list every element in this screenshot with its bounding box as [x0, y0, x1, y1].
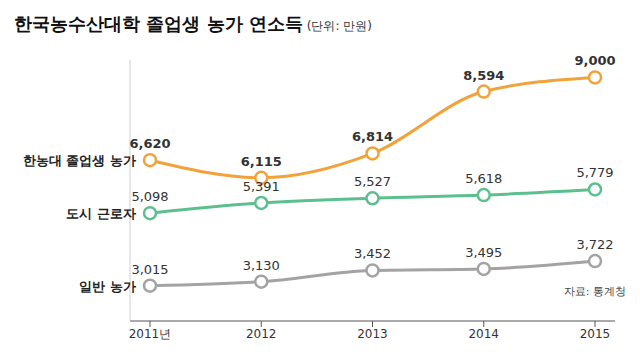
svg-text:6,115: 6,115 — [241, 154, 282, 169]
svg-text:2011년: 2011년 — [129, 327, 172, 341]
svg-text:6,814: 6,814 — [352, 129, 393, 144]
svg-text:5,391: 5,391 — [243, 179, 280, 194]
svg-text:5,527: 5,527 — [354, 174, 391, 189]
html-text:자료: 통계청: 자료: 통계청 — [563, 285, 626, 298]
svg-text:2015: 2015 — [580, 327, 611, 341]
svg-text:2012: 2012 — [246, 327, 277, 341]
svg-text:3,130: 3,130 — [243, 258, 280, 273]
html-text:한국농수산대학 졸업생 농가 연소득 (단위: 만원): 한국농수산대학 졸업생 농가 연소득 (단위: 만원) — [14, 13, 372, 34]
svg-text:도시 근로자: 도시 근로자 — [66, 206, 136, 221]
svg-text:5,779: 5,779 — [576, 165, 613, 180]
svg-text:3,495: 3,495 — [465, 245, 502, 260]
svg-text:3,722: 3,722 — [576, 237, 613, 252]
svg-text:6,620: 6,620 — [129, 136, 170, 151]
svg-text:5,098: 5,098 — [131, 189, 168, 204]
svg-text:한농대 졸업생 농가: 한농대 졸업생 농가 — [23, 153, 136, 168]
svg-text:2013: 2013 — [357, 327, 388, 341]
svg-text:8,594: 8,594 — [463, 68, 504, 83]
svg-text:3,452: 3,452 — [354, 246, 391, 261]
svg-text:일반 농가: 일반 농가 — [79, 279, 136, 294]
svg-text:2014: 2014 — [468, 327, 499, 341]
svg-text:3,015: 3,015 — [131, 262, 168, 277]
svg-text:9,000: 9,000 — [574, 53, 615, 68]
svg-text:5,618: 5,618 — [465, 171, 502, 186]
